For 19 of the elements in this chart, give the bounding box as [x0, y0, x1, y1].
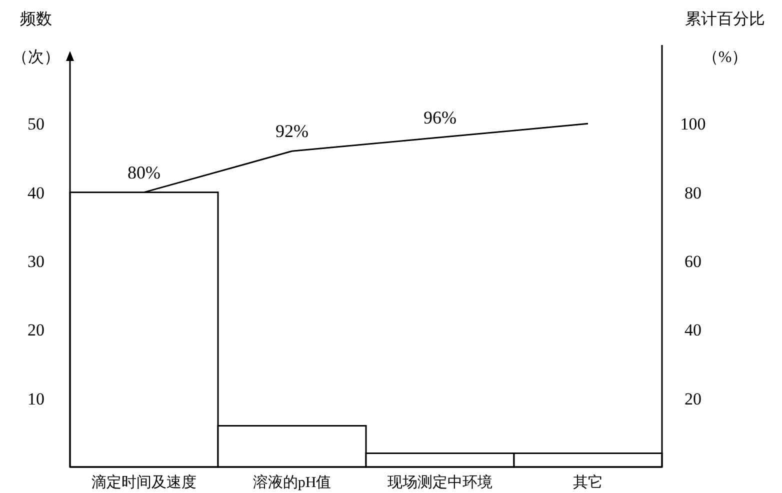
data-label: 80%	[128, 162, 160, 182]
y-tick-label: 20	[28, 320, 44, 340]
y2-tick-label: 80	[684, 183, 702, 202]
data-label: 96%	[424, 107, 456, 128]
y-tick-label: 10	[28, 389, 44, 408]
y-tick-label: 50	[28, 114, 44, 134]
x-tick-label: 现场测定中环境	[388, 474, 492, 491]
y-tick-label: 40	[28, 183, 44, 202]
y-tick-label: 30	[28, 252, 44, 271]
text: 累计百分比（%）	[685, 11, 765, 66]
text: 频数（次）	[12, 11, 60, 66]
y2-tick-label: 60	[684, 252, 702, 271]
y2-tick-label: 20	[684, 389, 702, 408]
y2-tick-label: 100	[680, 114, 706, 134]
x-tick-label: 其它	[573, 474, 603, 491]
data-label: 92%	[276, 121, 308, 142]
x-tick-label: 滴定时间及速度	[92, 474, 196, 491]
y2-tick-label: 40	[684, 320, 702, 340]
x-tick-label: 溶液的pH值	[252, 474, 332, 491]
